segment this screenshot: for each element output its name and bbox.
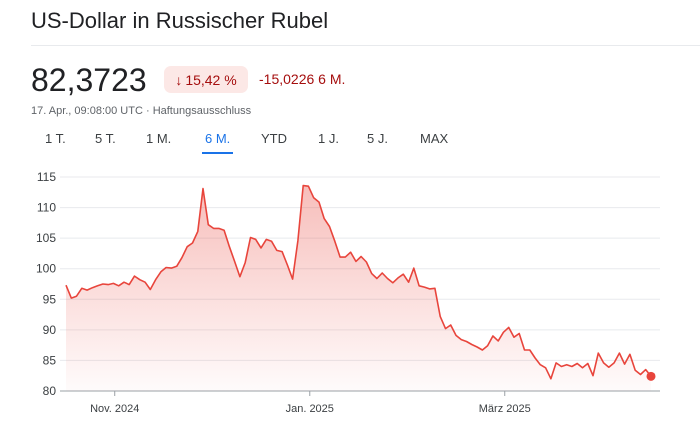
tab-1-month[interactable]: 1 M. xyxy=(146,131,172,146)
tab-1-day[interactable]: 1 T. xyxy=(45,131,66,146)
tab-5-days[interactable]: 5 T. xyxy=(95,131,116,146)
page-title: US-Dollar in Russischer Rubel xyxy=(31,8,329,33)
header-divider xyxy=(31,45,700,46)
price-chart[interactable]: 115 110 105 100 95 90 85 80 Nov. 2024 Jan. 2025 M… xyxy=(0,160,700,431)
change-absolute: -15,0226 6 M. xyxy=(259,71,346,87)
price-line xyxy=(65,184,652,380)
quote-meta: 17. Apr., 09:08:00 UTC · Haftungsausschl… xyxy=(31,105,251,117)
timestamp: 17. Apr., 09:08:00 UTC · xyxy=(31,105,153,117)
y-tick-label: 95 xyxy=(43,292,57,306)
y-tick-label: 110 xyxy=(37,201,56,215)
x-tick-label: Jan. 2025 xyxy=(286,403,334,415)
y-tick-label: 115 xyxy=(37,170,56,184)
current-price: 82,3723 xyxy=(31,62,147,98)
arrow-down-icon: ↓ xyxy=(175,71,183,88)
tab-max[interactable]: MAX xyxy=(420,131,449,146)
y-tick-label: 100 xyxy=(36,262,56,276)
current-price-dot xyxy=(646,371,656,381)
disclaimer-link[interactable]: Haftungsausschluss xyxy=(152,105,252,117)
y-tick-label: 90 xyxy=(43,323,57,337)
tab-6-months[interactable]: 6 M. xyxy=(201,131,234,154)
y-tick-label: 85 xyxy=(43,353,57,367)
price-area xyxy=(66,185,651,391)
y-tick-label: 80 xyxy=(43,384,57,398)
tab-ytd[interactable]: YTD xyxy=(261,131,287,146)
y-axis: 115 110 105 100 95 90 85 80 xyxy=(36,170,56,398)
x-tick-label: Nov. 2024 xyxy=(90,403,139,415)
change-percent: 15,42 % xyxy=(185,71,237,88)
tab-5-years[interactable]: 5 J. xyxy=(367,131,388,146)
x-tick-label: März 2025 xyxy=(479,403,531,415)
tab-1-year[interactable]: 1 J. xyxy=(318,131,339,146)
change-percent-badge: ↓ 15,42 % xyxy=(164,66,248,93)
y-tick-label: 105 xyxy=(36,231,56,245)
x-axis: Nov. 2024 Jan. 2025 März 2025 xyxy=(90,391,531,415)
